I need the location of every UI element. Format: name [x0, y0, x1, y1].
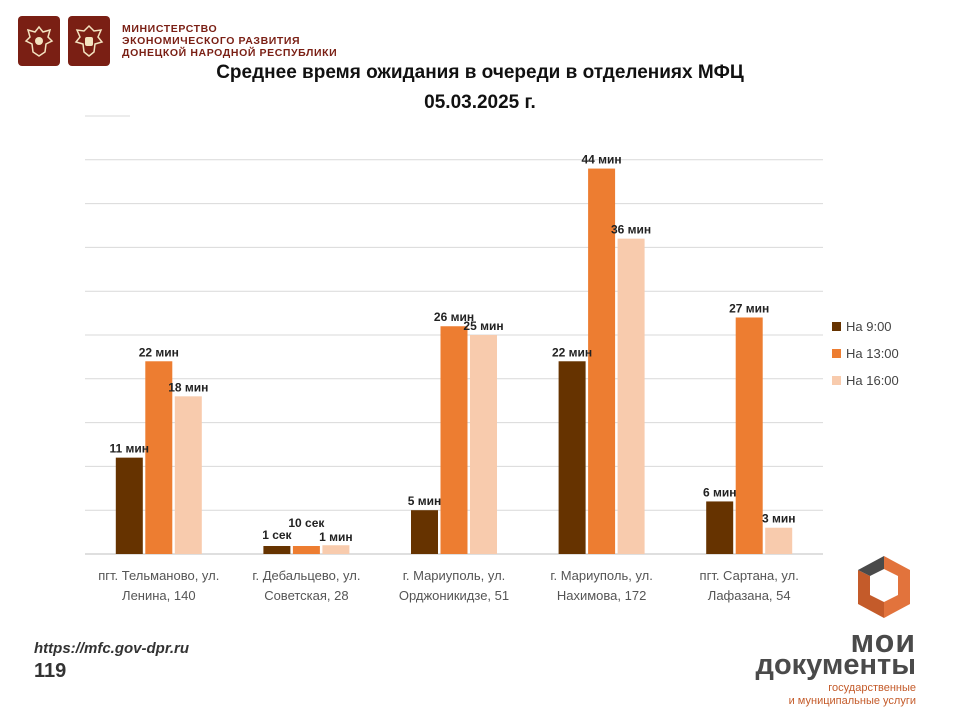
bar — [765, 527, 793, 554]
logo-sub-line-2: и муниципальные услуги — [788, 695, 916, 707]
footer-url[interactable]: https://mfc.gov-dpr.ru — [34, 640, 189, 657]
legend-label: На 9:00 — [846, 319, 892, 334]
data-label: 22 мин — [552, 345, 592, 359]
category-label: г. Мариуполь, ул. — [550, 568, 653, 583]
moi-dokumenty-logo-icon — [858, 556, 910, 618]
bar — [411, 510, 438, 554]
data-label: 10 сек — [288, 516, 325, 530]
coat-of-arms-icon — [24, 25, 54, 57]
logo-sub-line-1: государственные — [828, 682, 916, 694]
data-label: 3 мин — [762, 512, 796, 526]
legend-label: На 13:00 — [846, 346, 899, 361]
logo-word-dokumenty: документы — [755, 649, 916, 681]
data-label: 36 мин — [611, 223, 651, 237]
logo-subtitle: государственные и муниципальные услуги — [716, 682, 916, 708]
data-label: 27 мин — [729, 301, 769, 315]
bar — [706, 501, 734, 554]
data-label: 44 мин — [582, 153, 622, 167]
chart-subtitle: 05.03.2025 г. — [424, 92, 536, 113]
data-label: 26 мин — [434, 310, 474, 324]
legend-label: На 16:00 — [846, 373, 899, 388]
category-label: Лафазана, 54 — [708, 588, 791, 603]
bar-chart: 11 мин 22 мин 18 мин пгт. Тельманово, ул. Ле… — [85, 115, 899, 603]
category-label: Орджоникидзе, 51 — [399, 588, 509, 603]
chart-title: Среднее время ожидания в очереди в отдел… — [216, 62, 744, 83]
ministry-line-3: ДОНЕЦКОЙ НАРОДНОЙ РЕСПУБЛИКИ — [122, 47, 338, 59]
data-label: 11 мин — [110, 442, 150, 456]
chart-title-block: Среднее время ожидания в очереди в отдел… — [0, 58, 960, 118]
bar — [174, 396, 202, 554]
data-label: 1 сек — [262, 528, 292, 542]
coat-of-arms-icon — [74, 24, 104, 57]
logo-word-moi: мои — [850, 623, 916, 659]
category-label: Нахимова, 172 — [557, 588, 646, 603]
bar — [440, 326, 468, 554]
data-label: 18 мин — [168, 380, 208, 394]
data-label: 22 мин — [139, 345, 179, 359]
bar — [558, 361, 586, 554]
category-label: пгт. Тельманово, ул. — [98, 568, 219, 583]
bar — [588, 168, 616, 554]
emblem-russia — [18, 16, 60, 66]
category-label: Советская, 28 — [264, 588, 348, 603]
data-label: 1 мин — [319, 530, 353, 544]
category-label: г. Дебальцево, ул. — [252, 568, 360, 583]
moi-dokumenty-logo: мои документы государственные и муниципа… — [730, 552, 940, 712]
header: МИНИСТЕРСТВО ЭКОНОМИЧЕСКОГО РАЗВИТИЯ ДОН… — [18, 14, 337, 68]
data-label: 6 мин — [703, 485, 737, 499]
bar — [145, 361, 173, 554]
bar — [322, 545, 350, 554]
category-label: г. Мариуполь, ул. — [403, 568, 506, 583]
ministry-line-2: ЭКОНОМИЧЕСКОГО РАЗВИТИЯ — [122, 35, 301, 47]
bar — [263, 546, 291, 554]
category-label: пгт. Сартана, ул. — [700, 568, 799, 583]
data-label: 25 мин — [463, 319, 503, 333]
emblem-dpr — [68, 16, 110, 66]
category-label: Ленина, 140 — [122, 588, 196, 603]
bar — [292, 546, 320, 554]
bar — [115, 457, 143, 554]
data-label: 5 мин — [408, 494, 442, 508]
legend-swatch — [832, 376, 841, 385]
bar — [617, 238, 645, 554]
legend-swatch — [832, 322, 841, 331]
bar — [735, 317, 763, 554]
legend-swatch — [832, 349, 841, 358]
ministry-name: МИНИСТЕРСТВО ЭКОНОМИЧЕСКОГО РАЗВИТИЯ ДОН… — [122, 23, 337, 59]
ministry-line-1: МИНИСТЕРСТВО — [122, 23, 218, 35]
bar — [470, 335, 497, 554]
page-number: 119 — [34, 660, 67, 682]
